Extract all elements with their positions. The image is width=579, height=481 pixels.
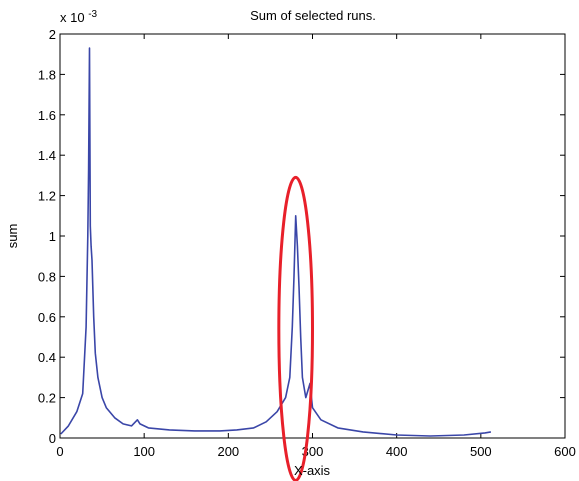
x-tick-label: 0: [56, 444, 63, 459]
series-layer: [60, 47, 492, 437]
x-tick-label: 400: [386, 444, 408, 459]
plot-area: 00.20.40.60.811.21.41.61.82 0 100 200 300 40…: [38, 27, 576, 481]
x-tick-label: 100: [133, 444, 155, 459]
y-tick-label: 1.4: [38, 148, 56, 163]
y-tick-label: 0.8: [38, 269, 56, 284]
y-multiplier-label: x 10 -3: [60, 9, 98, 25]
y-tick-label: 1.8: [38, 67, 56, 82]
y-axis-ticks: 0 0.2 0.4 0.6 0.8 1 1.2 1.4 1.6 1.8 2: [38, 27, 565, 446]
y-axis-label: sum: [5, 224, 20, 249]
x-tick-label: 500: [470, 444, 492, 459]
x-tick-label: 600: [554, 444, 576, 459]
y-tick-label: 0.2: [38, 391, 56, 406]
chart-title: Sum of selected runs.: [250, 8, 376, 23]
y-tick-label: 1.2: [38, 189, 56, 204]
annotation-layer: [277, 175, 314, 481]
y-tick-label: 2: [49, 27, 56, 42]
y-tick-label: 1.6: [38, 108, 56, 123]
y-multiplier-base: x 10: [60, 10, 85, 25]
y-tick-label: 0.4: [38, 350, 56, 365]
y-tick-label: 0: [49, 431, 56, 446]
x-axis-ticks: 0 100 200 300 400 500 600: [56, 34, 576, 459]
x-axis-label: X-axis: [294, 463, 331, 478]
series-line: [60, 47, 492, 437]
x-tick-label: 200: [217, 444, 239, 459]
highlight-ellipse: [277, 175, 314, 481]
y-multiplier-exponent: -3: [88, 9, 97, 20]
y-tick-label: 0.6: [38, 310, 56, 325]
y-tick-label: 1: [49, 229, 56, 244]
